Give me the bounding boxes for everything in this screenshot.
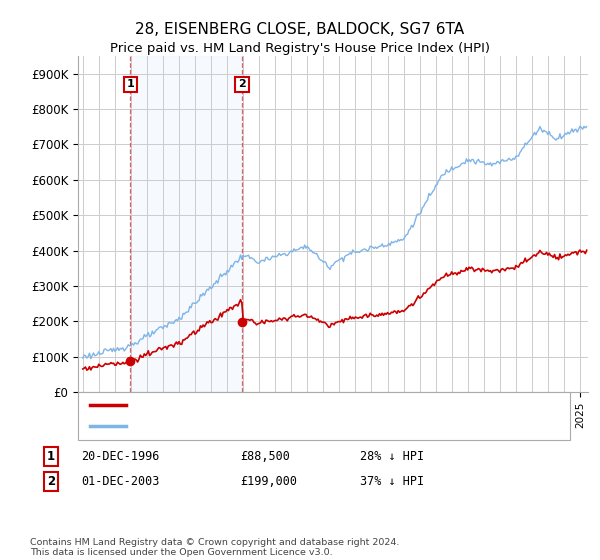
Line: HPI: Average price, detached house, North Hertfordshire: HPI: Average price, detached house, Nort… [83,126,587,358]
28, EISENBERG CLOSE, BALDOCK, SG7 6TA (detached house) [583,247,590,254]
Text: HPI: Average price, detached house, North Hertfordshire: HPI: Average price, detached house, Nort… [132,421,447,431]
Text: 2: 2 [47,475,55,488]
Text: 20-DEC-1996: 20-DEC-1996 [81,450,160,463]
HPI: Average price, detached house, North Hertfordshire: (2.01e+03, 4.26e+05): Average price, detached house, North Her… [392,238,399,245]
Text: 37% ↓ HPI: 37% ↓ HPI [360,475,424,488]
28, EISENBERG CLOSE, BALDOCK, SG7 6TA (detached house) [83,367,91,374]
HPI: Average price, detached house, North Hertfordshire: (2.02e+03, 7.25e+05): Average price, detached house, North Her… [560,132,568,139]
28, EISENBERG CLOSE, BALDOCK, SG7 6TA (detached house) [280,315,287,321]
28, EISENBERG CLOSE, BALDOCK, SG7 6TA (detached house) [566,252,573,259]
28, EISENBERG CLOSE, BALDOCK, SG7 6TA (detached house) [359,315,366,321]
Text: 01-DEC-2003: 01-DEC-2003 [81,475,160,488]
Text: £199,000: £199,000 [240,475,297,488]
HPI: Average price, detached house, North Hertfordshire: (2.01e+03, 4.01e+05): Average price, detached house, North Her… [359,247,366,254]
HPI: Average price, detached house, North Hertfordshire: (2.03e+03, 7.51e+05): Average price, detached house, North Her… [583,123,590,130]
HPI: Average price, detached house, North Hertfordshire: (2.02e+03, 7.3e+05): Average price, detached house, North Her… [566,130,573,137]
28, EISENBERG CLOSE, BALDOCK, SG7 6TA (detached house) [560,253,568,260]
HPI: Average price, detached house, North Hertfordshire: (2e+03, 1.06e+05): Average price, detached house, North Her… [97,351,104,358]
Line: 28, EISENBERG CLOSE, BALDOCK, SG7 6TA (detached house): 28, EISENBERG CLOSE, BALDOCK, SG7 6TA (d… [83,250,587,370]
HPI: Average price, detached house, North Hertfordshire: (1.99e+03, 9.57e+04): Average price, detached house, North Her… [79,355,86,362]
Text: Price paid vs. HM Land Registry's House Price Index (HPI): Price paid vs. HM Land Registry's House … [110,42,490,55]
HPI: Average price, detached house, North Hertfordshire: (2.02e+03, 7.52e+05): Average price, detached house, North Her… [577,123,584,129]
Text: 28, EISENBERG CLOSE, BALDOCK, SG7 6TA (detached house): 28, EISENBERG CLOSE, BALDOCK, SG7 6TA (d… [132,400,473,410]
28, EISENBERG CLOSE, BALDOCK, SG7 6TA (detached house) [79,366,86,372]
28, EISENBERG CLOSE, BALDOCK, SG7 6TA (detached house) [577,246,584,253]
Text: 1: 1 [127,80,134,89]
Text: 2: 2 [238,80,246,89]
Text: 28, EISENBERG CLOSE, BALDOCK, SG7 6TA: 28, EISENBERG CLOSE, BALDOCK, SG7 6TA [136,22,464,38]
Text: 1: 1 [47,450,55,463]
Bar [130,56,242,392]
HPI: Average price, detached house, North Hertfordshire: (1.99e+03, 9.43e+04): Average price, detached house, North Her… [87,355,94,362]
HPI: Average price, detached house, North Hertfordshire: (2.01e+03, 3.91e+05): Average price, detached house, North Her… [280,250,287,257]
Text: 28% ↓ HPI: 28% ↓ HPI [360,450,424,463]
28, EISENBERG CLOSE, BALDOCK, SG7 6TA (detached house) [392,308,399,315]
Text: Contains HM Land Registry data © Crown copyright and database right 2024.
This d: Contains HM Land Registry data © Crown c… [30,538,400,557]
28, EISENBERG CLOSE, BALDOCK, SG7 6TA (detached house) [97,362,104,369]
Text: £88,500: £88,500 [240,450,290,463]
